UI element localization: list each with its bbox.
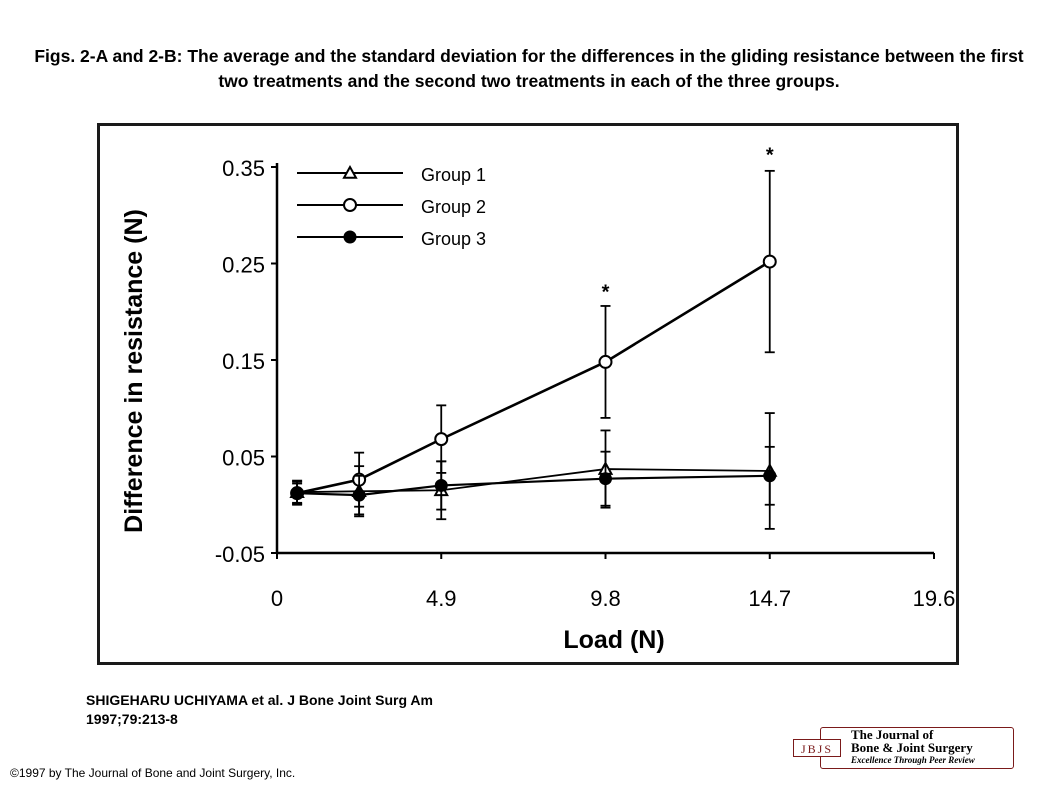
logo-text: The Journal of Bone & Joint Surgery Exce… [851,728,975,766]
x-tick-label: 19.6 [913,586,956,611]
data-point [352,488,366,502]
logo-mark: JBJS [793,739,841,757]
data-point [763,469,777,483]
chart-series [289,169,778,530]
data-point [434,432,449,447]
x-axis-label: Load (N) [563,626,664,654]
data-point [762,254,777,269]
chart-ticks: -0.05 0.05 0.15 0.25 0.35 0 4.9 9.8 14.7 19.6 [215,156,956,611]
series-1 [289,412,778,530]
x-tick-label: 14.7 [748,586,791,611]
logo-tagline: Excellence Through Peer Review [851,755,975,765]
data-point [599,472,612,486]
y-tick-label: -0.05 [215,542,265,567]
y-tick-label: 0.05 [222,446,265,471]
series-3 [290,445,777,516]
data-point [290,486,304,500]
x-tick-label: 4.9 [426,586,457,611]
series-2 [290,169,777,508]
citation-line-1: SHIGEHARU UCHIYAMA et al. J Bone Joint S… [86,692,433,708]
chart-legend: Group 1 Group 2 Group 3 [297,164,486,249]
legend-marker [343,198,357,212]
significance-marker: * [602,282,610,304]
legend-label: Group 1 [421,165,486,185]
citation-line-2: 1997;79:213-8 [86,711,178,727]
y-axis-label: Difference in resistance (N) [120,209,148,533]
x-tick-label: 9.8 [590,586,621,611]
journal-logo: JBJS The Journal of Bone & Joint Surgery… [793,727,1015,771]
series-line [296,260,771,495]
logo-line-2: Bone & Joint Surgery [851,740,973,755]
y-tick-label: 0.35 [222,156,265,181]
citation: SHIGEHARU UCHIYAMA et al. J Bone Joint S… [86,691,433,729]
copyright-notice: ©1997 by The Journal of Bone and Joint S… [10,766,296,780]
legend-label: Group 3 [421,229,486,249]
figure-panel [97,123,959,665]
slide-title: Figs. 2-A and 2-B: The average and the s… [34,46,1024,91]
x-tick-label: 0 [271,586,283,611]
chart: -0.05 0.05 0.15 0.25 0.35 0 4.9 9.8 14.7 19.6 Gro… [120,144,956,654]
legend-label: Group 2 [421,197,486,217]
chart-annotations: ** [602,144,774,303]
logo-line-1: The Journal of [851,727,934,742]
data-point [598,354,613,369]
y-tick-label: 0.15 [222,349,265,374]
legend-marker [343,230,357,244]
legend-marker [342,164,358,179]
significance-marker: * [766,144,774,166]
data-point [434,478,448,492]
y-tick-label: 0.25 [222,253,265,278]
